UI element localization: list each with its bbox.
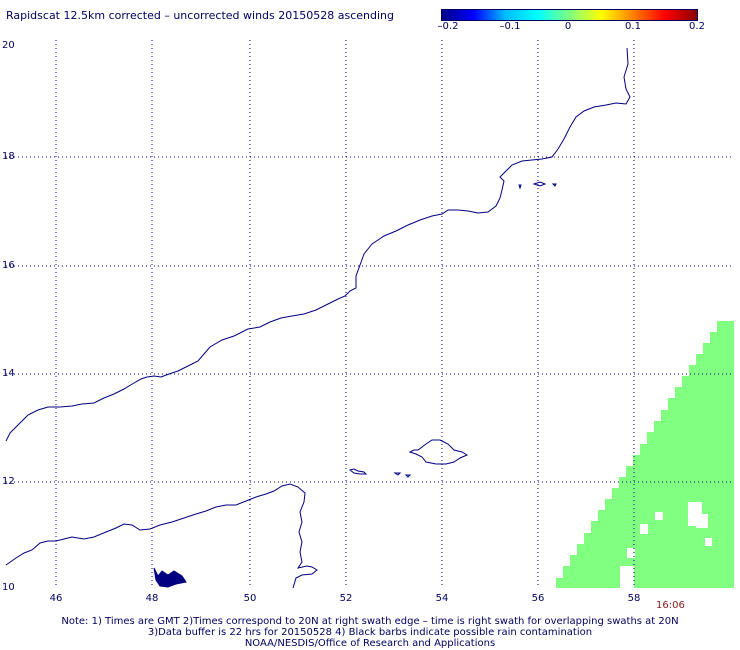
lon-label: 54 [435, 593, 449, 604]
lon-label: 52 [339, 593, 353, 604]
lon-label: 46 [49, 593, 63, 604]
swath-region [556, 321, 734, 588]
swath-time-label: 16:06 [656, 600, 685, 611]
footnote-line: 3)Data buffer is 22 hrs for 20150528 4) … [147, 627, 593, 638]
lon-label: 48 [145, 593, 159, 604]
colorbar-tick: –0.1 [499, 21, 521, 32]
lat-label: 16 [2, 260, 15, 271]
footnote-line: NOAA/NESDIS/Office of Research and Appli… [244, 638, 496, 649]
lat-label: 12 [2, 476, 15, 487]
map-title: Rapidscat 12.5km corrected – uncorrected… [6, 9, 395, 22]
colorbar-tick: 0.2 [689, 21, 705, 32]
lon-label: 50 [243, 593, 257, 604]
colorbar-tick: –0.2 [437, 21, 459, 32]
coastline [5, 47, 631, 589]
lat-label: 20 [2, 40, 15, 51]
lat-label: 14 [2, 368, 15, 379]
colorbar-tick: 0.1 [625, 21, 641, 32]
colorbar [441, 9, 698, 21]
lon-label: 58 [627, 593, 641, 604]
lat-label: 10 [2, 582, 15, 593]
lat-label: 18 [2, 151, 15, 162]
colorbar-tick: 0 [564, 21, 572, 32]
graticule [6, 40, 734, 588]
footnote-line: Note: 1) Times are GMT 2)Times correspon… [61, 616, 679, 627]
lon-label: 56 [531, 593, 545, 604]
